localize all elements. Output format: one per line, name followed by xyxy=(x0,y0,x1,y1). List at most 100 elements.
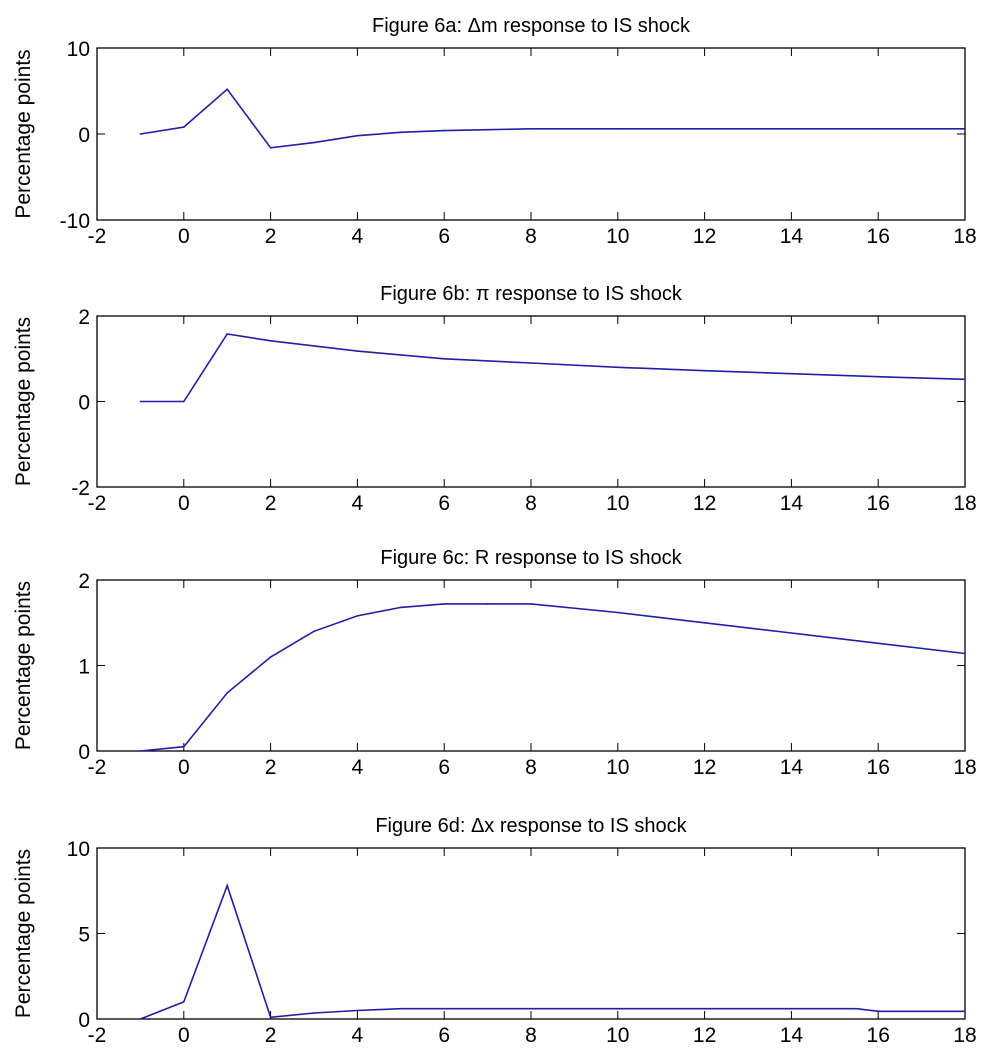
x-tick-label: 16 xyxy=(867,225,890,248)
subplot-3: Figure 6c: R response to IS shock Percent… xyxy=(12,547,977,779)
subplot-title: Figure 6d: Δx response to IS shock xyxy=(375,815,687,837)
x-tick-label: 6 xyxy=(438,756,450,779)
y-axis-label: Percentage points xyxy=(12,581,35,750)
x-tick-label: 16 xyxy=(867,1024,890,1047)
data-point xyxy=(226,692,228,694)
data-point xyxy=(183,126,185,128)
data-point xyxy=(443,1007,446,1010)
x-tick-label: 12 xyxy=(693,1024,716,1047)
y-tick-label: 2 xyxy=(78,570,90,593)
x-tick-label: 12 xyxy=(693,492,716,515)
y-tick-label: 2 xyxy=(78,306,90,329)
x-tick-label: 4 xyxy=(352,492,364,515)
x-tick-label: 8 xyxy=(525,756,537,779)
data-point xyxy=(226,88,228,91)
data-point xyxy=(703,128,706,130)
axes-frame xyxy=(96,315,966,488)
x-tick-label: 12 xyxy=(693,225,716,248)
y-tick-label: 0 xyxy=(78,124,90,147)
data-point xyxy=(617,366,619,369)
x-tick-label: 14 xyxy=(780,492,804,515)
x-tick-label: 10 xyxy=(606,1024,629,1047)
axes-frame xyxy=(96,47,966,221)
data-point xyxy=(269,339,272,342)
data-point xyxy=(486,128,489,131)
x-tick-label: 8 xyxy=(525,1024,537,1047)
data-point xyxy=(530,128,532,130)
subplot-title: Figure 6a: Δm response to IS shock xyxy=(372,15,691,37)
data-point xyxy=(964,1010,966,1013)
data-point xyxy=(877,128,879,130)
response-line xyxy=(140,333,966,403)
data-point xyxy=(790,128,793,130)
data-point xyxy=(356,134,359,137)
data-point xyxy=(964,652,966,655)
data-point xyxy=(964,378,966,381)
data-point xyxy=(703,369,706,372)
data-point xyxy=(443,357,446,360)
y-axis-label: Percentage points xyxy=(12,49,35,218)
x-tick-label: 10 xyxy=(606,756,629,779)
x-tick-label: 2 xyxy=(265,492,277,515)
subplot-4: Figure 6d: Δx response to IS shock Percen… xyxy=(12,815,977,1047)
x-tick-label: 18 xyxy=(953,225,976,248)
data-point xyxy=(443,129,446,132)
axes-frame xyxy=(96,847,966,1020)
x-tick-label: 6 xyxy=(438,492,450,515)
x-tick-label: -2 xyxy=(88,756,107,779)
x-tick-label: -2 xyxy=(88,1024,107,1047)
data-point xyxy=(356,350,359,352)
x-tick-label: 18 xyxy=(953,1024,976,1047)
data-point xyxy=(356,615,359,617)
x-tick-label: 8 xyxy=(525,492,537,515)
data-point xyxy=(313,630,315,633)
data-point xyxy=(443,603,446,605)
x-tick-label: 0 xyxy=(178,756,190,779)
data-point xyxy=(617,128,619,130)
data-point xyxy=(530,1007,532,1010)
x-tick-label: 14 xyxy=(780,1024,804,1047)
data-point xyxy=(269,1016,272,1019)
y-axis-label: Percentage points xyxy=(12,317,35,486)
y-tick-label: 1 xyxy=(78,656,90,679)
data-point xyxy=(530,603,532,605)
x-tick-label: 2 xyxy=(265,1024,277,1047)
data-point xyxy=(790,632,793,634)
x-tick-label: -2 xyxy=(88,492,107,515)
data-point xyxy=(356,1009,359,1012)
x-tick-label: 10 xyxy=(606,225,629,248)
y-tick-label: -2 xyxy=(71,477,90,500)
data-point xyxy=(790,1007,793,1010)
data-point xyxy=(400,1007,402,1010)
data-point xyxy=(269,146,272,149)
x-tick-label: 2 xyxy=(265,756,277,779)
data-point xyxy=(400,131,402,134)
x-tick-label: 14 xyxy=(780,225,804,248)
data-point xyxy=(269,656,272,658)
y-tick-label: 0 xyxy=(78,741,90,764)
x-tick-label: 18 xyxy=(953,756,976,779)
axes-frame xyxy=(96,579,966,752)
x-tick-label: 0 xyxy=(178,492,190,515)
subplot-title: Figure 6b: π response to IS shock xyxy=(380,283,683,305)
data-point xyxy=(139,1018,142,1020)
x-tick-label: 14 xyxy=(780,756,804,779)
y-tick-label: -10 xyxy=(60,210,90,233)
y-tick-label: 0 xyxy=(78,1009,90,1032)
subplot-title: Figure 6c: R response to IS shock xyxy=(380,547,682,569)
y-tick-label: 10 xyxy=(67,38,90,61)
x-tick-label: 0 xyxy=(178,1024,190,1047)
data-point xyxy=(877,642,879,645)
data-point xyxy=(703,621,706,624)
x-tick-label: 2 xyxy=(265,225,277,248)
y-axis-label: Percentage points xyxy=(12,849,35,1018)
data-point xyxy=(877,1010,879,1013)
data-point xyxy=(313,141,315,144)
x-tick-label: 10 xyxy=(606,492,629,515)
x-tick-label: 18 xyxy=(953,492,976,515)
x-tick-label: 8 xyxy=(525,225,537,248)
x-tick-label: 4 xyxy=(352,1024,364,1047)
x-tick-label: 16 xyxy=(867,756,890,779)
data-point xyxy=(790,372,793,375)
subplot-1: Figure 6a: Δm response to IS shock Percen… xyxy=(12,15,977,248)
